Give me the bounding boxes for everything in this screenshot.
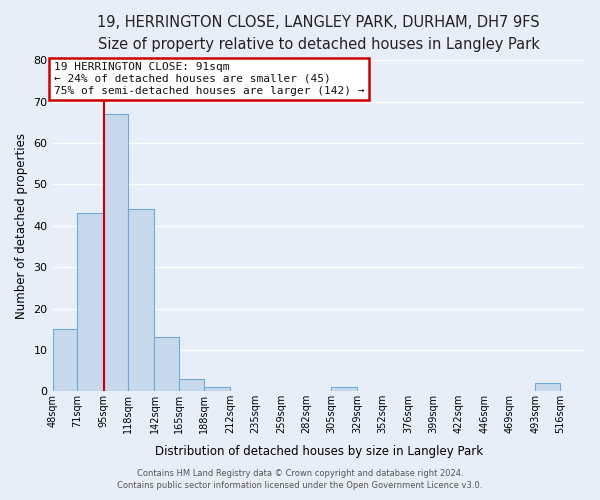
X-axis label: Distribution of detached houses by size in Langley Park: Distribution of detached houses by size …	[155, 444, 483, 458]
Text: 19 HERRINGTON CLOSE: 91sqm
← 24% of detached houses are smaller (45)
75% of semi: 19 HERRINGTON CLOSE: 91sqm ← 24% of deta…	[53, 62, 364, 96]
Bar	[331, 387, 357, 391]
Bar	[104, 114, 128, 391]
Title: 19, HERRINGTON CLOSE, LANGLEY PARK, DURHAM, DH7 9FS
Size of property relative to: 19, HERRINGTON CLOSE, LANGLEY PARK, DURH…	[97, 15, 540, 52]
Y-axis label: Number of detached properties: Number of detached properties	[15, 133, 28, 319]
Bar	[179, 379, 205, 391]
Bar	[53, 329, 77, 391]
Bar	[535, 383, 560, 391]
Bar	[128, 209, 154, 391]
Bar	[205, 387, 230, 391]
Bar	[154, 338, 179, 391]
Text: Contains HM Land Registry data © Crown copyright and database right 2024.
Contai: Contains HM Land Registry data © Crown c…	[118, 468, 482, 490]
Bar	[77, 214, 104, 391]
